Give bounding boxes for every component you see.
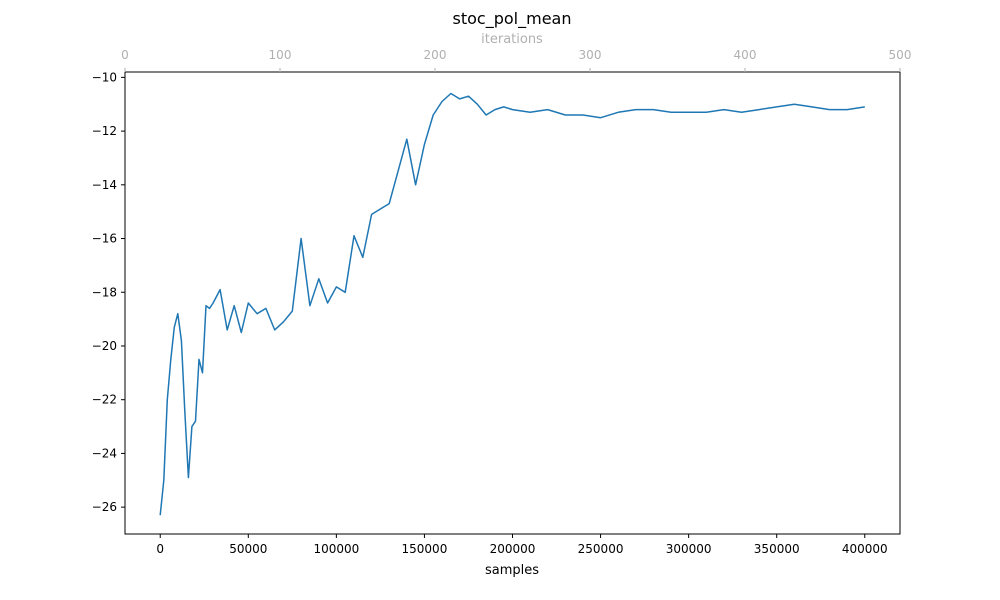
x-tick-label: 300000 (666, 542, 712, 556)
y-tick-label: −10 (92, 70, 117, 84)
y-tick-label: −14 (92, 178, 117, 192)
top-tick-label: 200 (424, 48, 447, 62)
top-tick-label: 400 (734, 48, 757, 62)
y-tick-label: −20 (92, 339, 117, 353)
series-line (159, 92, 865, 516)
top-tick-label: 0 (121, 48, 129, 62)
x-tick-label: 400000 (842, 542, 888, 556)
x-tick-label: 50000 (229, 542, 267, 556)
y-tick-label: −22 (92, 393, 117, 407)
x-tick-label: 200000 (490, 542, 536, 556)
y-tick-label: −24 (92, 446, 117, 460)
y-tick-label: −16 (92, 232, 117, 246)
y-tick-label: −18 (92, 285, 117, 299)
plot-frame (124, 71, 901, 535)
y-tick-label: −12 (92, 124, 117, 138)
chart-title: stoc_pol_mean (453, 9, 572, 29)
x-tick-label: 0 (156, 542, 164, 556)
y-tick-label: −26 (92, 500, 117, 514)
top-axis-label: iterations (481, 32, 543, 47)
top-tick-label: 300 (579, 48, 602, 62)
x-tick-label: 250000 (578, 542, 624, 556)
top-tick-label: 100 (269, 48, 292, 62)
x-axis-label: samples (485, 563, 539, 578)
x-tick-label: 350000 (754, 542, 800, 556)
top-tick-label: 500 (889, 48, 912, 62)
x-tick-label: 150000 (402, 542, 448, 556)
x-tick-label: 100000 (313, 542, 359, 556)
